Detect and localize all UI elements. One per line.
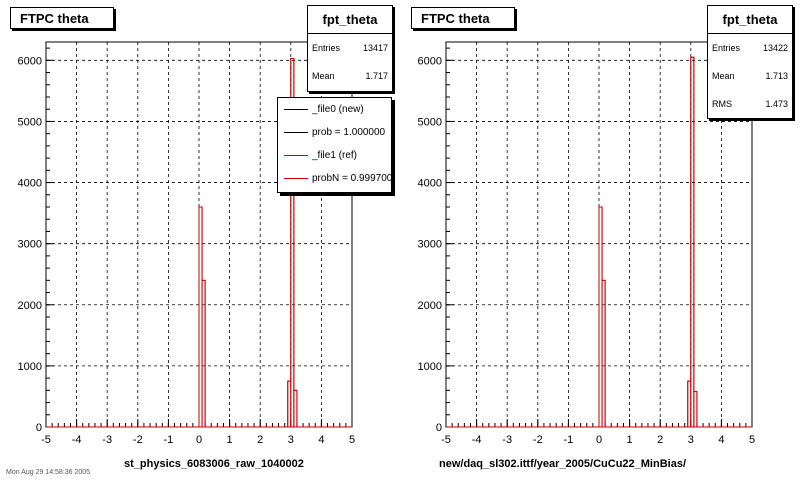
legend-swatch-probn — [284, 178, 308, 179]
stats-title: fpt_theta — [308, 6, 392, 34]
x-tick-label: 2 — [657, 434, 663, 446]
stats-value: 1.717 — [365, 71, 388, 81]
stats-value: 1.713 — [765, 71, 788, 81]
y-tick-label: 0 — [436, 422, 442, 434]
x-tick-label: -3 — [502, 434, 512, 446]
x-tick-label: 5 — [749, 434, 755, 446]
histogram-bin — [601, 279, 606, 428]
legend-entry: _file1 (ref) — [278, 144, 391, 167]
y-tick-label: 6000 — [18, 55, 42, 67]
y-tick-label: 2000 — [18, 300, 42, 312]
x-tick-label: 1 — [227, 434, 233, 446]
stats-value: 13422 — [762, 43, 788, 53]
legend-swatch-prob — [284, 132, 308, 133]
histogram-bin — [201, 279, 206, 428]
histogram-bin — [690, 56, 695, 428]
histogram-bin — [290, 58, 295, 428]
y-tick-label: 0 — [36, 422, 42, 434]
x-axis-title: new/daq_sl302.ittf/year_2005/CuCu22_MinB… — [439, 458, 686, 470]
x-tick-label: 3 — [288, 434, 294, 446]
stats-value: 13417 — [362, 43, 388, 53]
y-tick-label: 5000 — [18, 116, 42, 128]
x-tick-label: 0 — [196, 434, 202, 446]
histogram-bin — [693, 391, 698, 428]
x-tick-label: -1 — [164, 434, 174, 446]
x-tick-label: 5 — [349, 434, 355, 446]
legend-swatch-ref — [284, 155, 308, 156]
x-tick-label: -2 — [533, 434, 543, 446]
y-tick-label: 5000 — [418, 116, 442, 128]
stats-value: 1.473 — [765, 99, 788, 109]
x-tick-label: -5 — [41, 434, 51, 446]
histogram-bin — [293, 389, 298, 428]
stats-row-mean: Mean 1.717 — [308, 62, 392, 90]
stats-row-entries: Entries 13417 — [308, 34, 392, 62]
legend-entry: probN = 0.999700 — [278, 167, 391, 190]
stats-label: Mean — [312, 71, 335, 81]
legend-entry: _file0 (new) — [278, 98, 391, 121]
stats-box: fpt_theta Entries 13417 Mean 1.717 — [307, 5, 393, 92]
y-tick-label: 1000 — [418, 361, 442, 373]
stats-label: Entries — [312, 43, 341, 53]
legend-label: prob = 1.000000 — [312, 127, 386, 138]
y-tick-label: 2000 — [418, 300, 442, 312]
stats-box: fpt_theta Entries 13422 Mean 1.713 RMS 1… — [707, 5, 793, 119]
x-tick-label: 3 — [688, 434, 694, 446]
legend: _file0 (new) prob = 1.000000 _file1 (ref… — [277, 97, 392, 193]
stats-title: fpt_theta — [708, 6, 792, 34]
stats-label: RMS — [712, 99, 732, 109]
x-tick-label: 0 — [596, 434, 602, 446]
chart-title: FTPC theta — [411, 7, 515, 29]
x-tick-label: -4 — [472, 434, 482, 446]
y-tick-label: 6000 — [418, 55, 442, 67]
legend-swatch-new — [284, 109, 308, 110]
x-tick-label: -1 — [564, 434, 574, 446]
footer-text: Mon Aug 29 14:58:36 2005 — [6, 469, 91, 476]
x-tick-label: 2 — [257, 434, 263, 446]
stats-label: Mean — [712, 71, 735, 81]
legend-label: probN = 0.999700 — [312, 173, 392, 184]
y-tick-label: 1000 — [18, 361, 42, 373]
x-axis-title: st_physics_6083006_raw_1040002 — [124, 458, 304, 470]
x-tick-label: 4 — [718, 434, 724, 446]
stats-label: Entries — [712, 43, 741, 53]
stats-row-entries: Entries 13422 — [708, 34, 792, 62]
y-tick-label: 4000 — [418, 178, 442, 190]
legend-label: _file0 (new) — [312, 104, 364, 115]
y-tick-label: 3000 — [418, 239, 442, 251]
x-tick-label: -5 — [441, 434, 451, 446]
x-tick-label: 1 — [627, 434, 633, 446]
y-tick-label: 3000 — [18, 239, 42, 251]
y-tick-label: 4000 — [18, 178, 42, 190]
legend-entry: prob = 1.000000 — [278, 121, 391, 144]
stats-row-mean: Mean 1.713 — [708, 62, 792, 90]
x-tick-label: -2 — [133, 434, 143, 446]
x-tick-label: -3 — [102, 434, 112, 446]
chart-title: FTPC theta — [10, 7, 114, 29]
x-tick-label: -4 — [72, 434, 82, 446]
legend-label: _file1 (ref) — [312, 150, 358, 161]
stats-row-rms: RMS 1.473 — [708, 90, 792, 118]
x-tick-label: 4 — [318, 434, 324, 446]
